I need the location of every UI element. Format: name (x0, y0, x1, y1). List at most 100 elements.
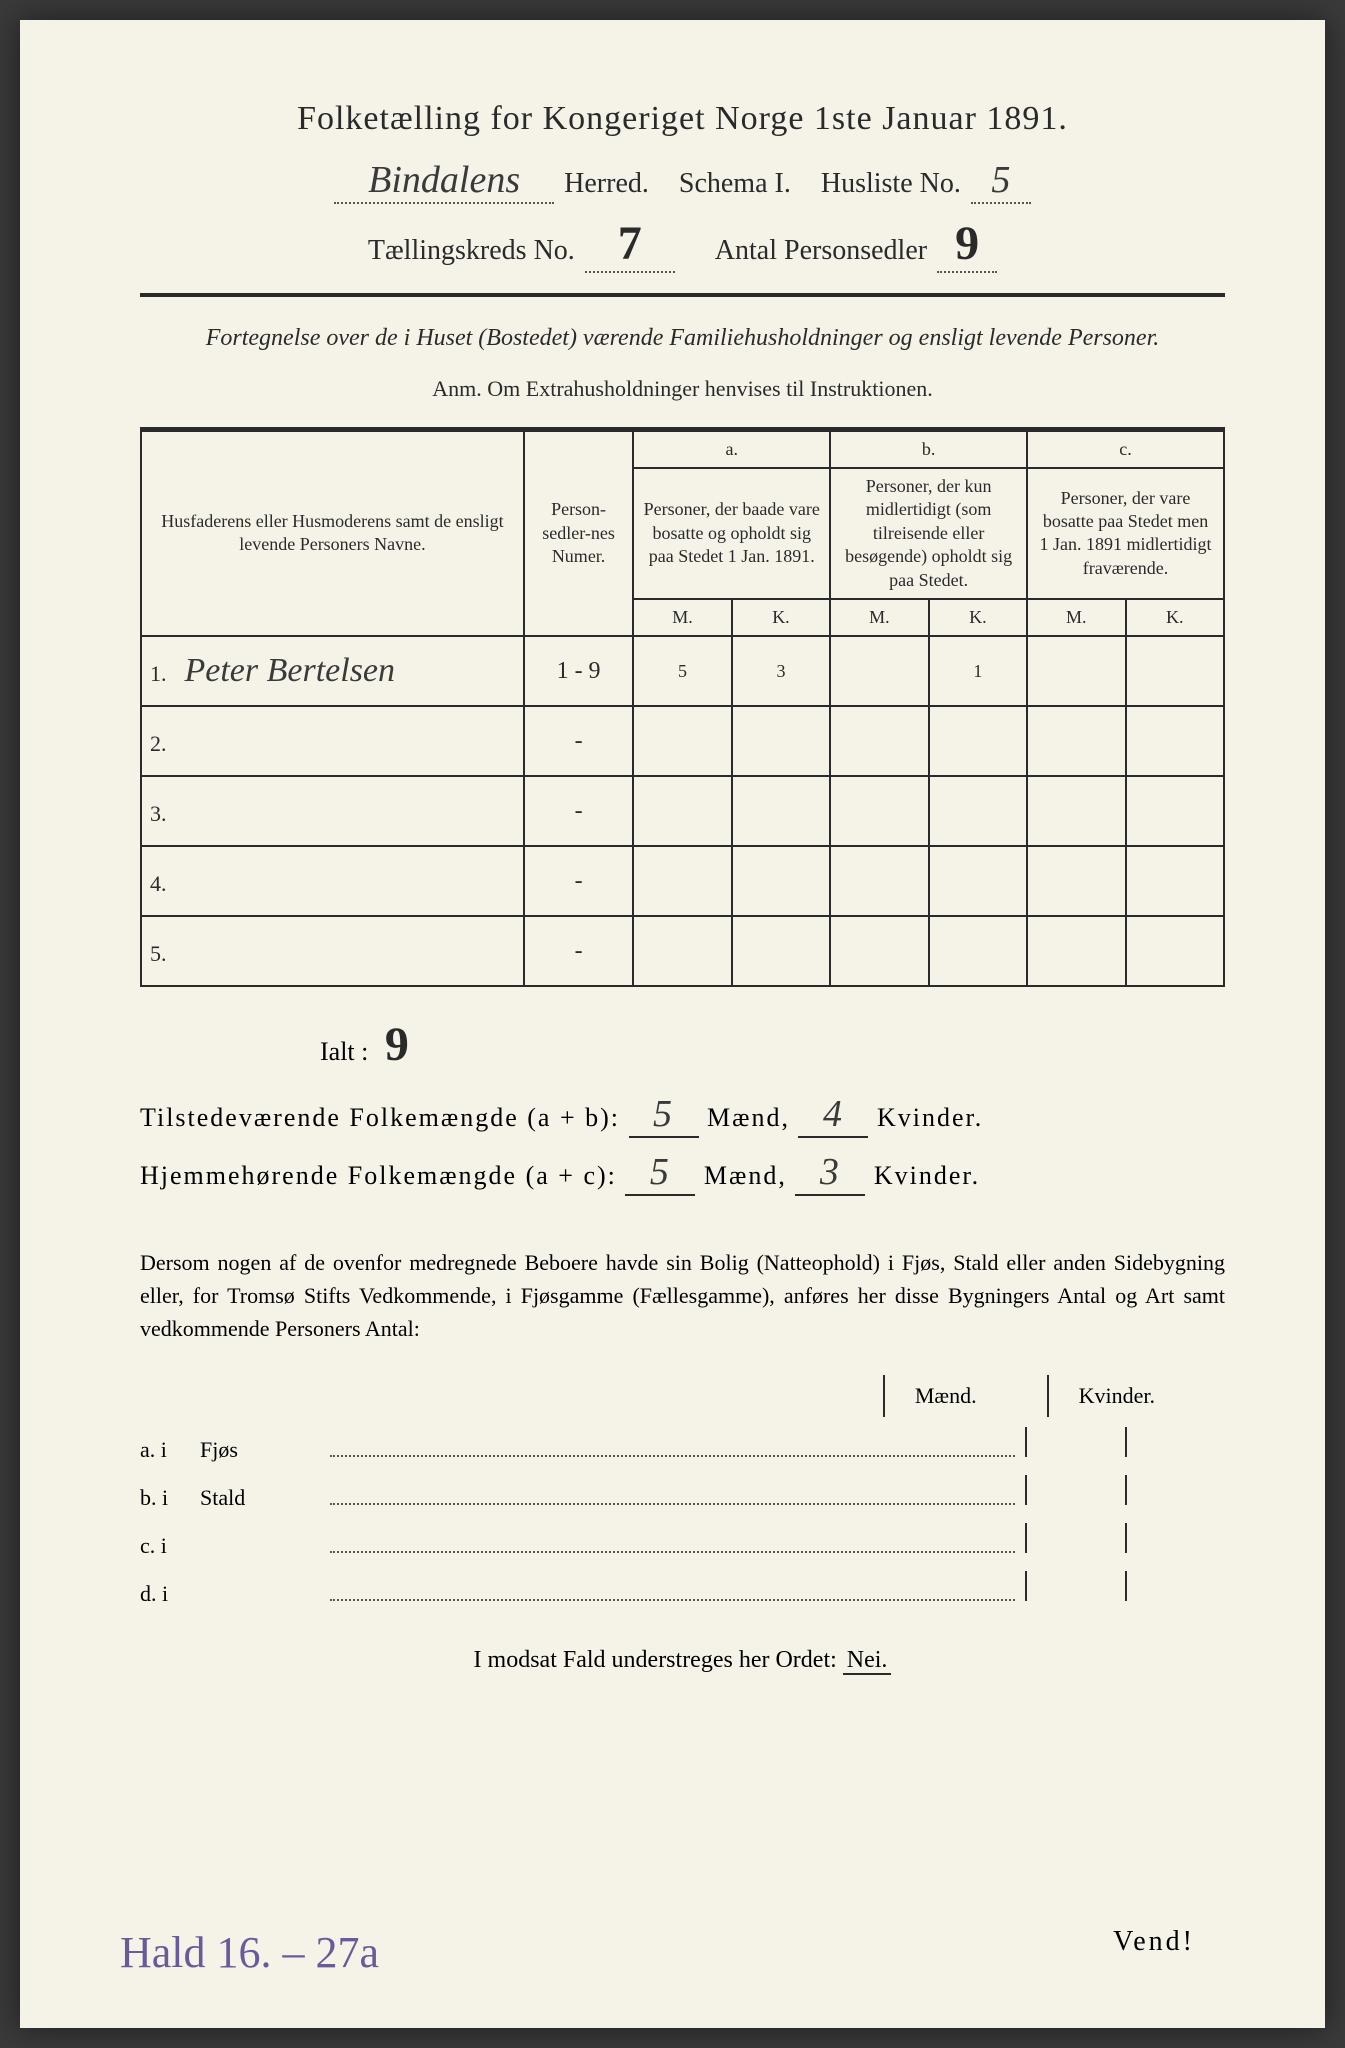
row-bk (929, 776, 1027, 846)
maend-col: Mænd. (883, 1375, 1007, 1417)
row-cm (1027, 636, 1125, 706)
row-ck (1126, 916, 1224, 986)
row-bm (830, 776, 928, 846)
col-b-label: b. (830, 429, 1027, 468)
modsat-line: I modsat Fald understreges her Ordet: Ne… (140, 1647, 1225, 1674)
bm-header: M. (830, 599, 928, 636)
row-ak (732, 916, 830, 986)
ck-header: K. (1126, 599, 1224, 636)
table-row: 5. - (141, 916, 1224, 986)
row-num-cell: - (524, 846, 633, 916)
summary2-m: 5 (625, 1150, 695, 1196)
row-bk (929, 916, 1027, 986)
ialt-label: Ialt : (320, 1037, 368, 1066)
husliste-label: Husliste No. (821, 168, 961, 200)
building-letter: c. i (140, 1533, 200, 1559)
row-ak (732, 846, 830, 916)
kvinder-col: Kvinder. (1047, 1375, 1185, 1417)
table-row: 2. - (141, 706, 1224, 776)
footer-handwriting: Hald 16. – 27a (120, 1927, 379, 1978)
building-m-cell (1025, 1475, 1125, 1505)
building-k-cell (1125, 1571, 1225, 1601)
modsat-text: I modsat Fald understreges her Ordet: (474, 1647, 837, 1673)
maend-label-2: Mænd, (704, 1161, 787, 1190)
row-ck (1126, 706, 1224, 776)
row-cm (1027, 916, 1125, 986)
herred-label: Herred. (564, 168, 649, 200)
row-ak (732, 776, 830, 846)
row-cm (1027, 846, 1125, 916)
row-name-cell: 2. (141, 706, 524, 776)
building-k-cell (1125, 1475, 1225, 1505)
row-num-cell: - (524, 706, 633, 776)
table-row: 4. - (141, 846, 1224, 916)
building-letter: b. i (140, 1485, 200, 1511)
summary1-k: 4 (798, 1092, 868, 1138)
row-am: 5 (633, 636, 731, 706)
row-name-cell: 4. (141, 846, 524, 916)
row-bk (929, 706, 1027, 776)
building-dots (330, 1435, 1015, 1457)
building-k-cell (1125, 1427, 1225, 1457)
bk-header: K. (929, 599, 1027, 636)
ialt-row: Ialt : 9 (320, 1017, 1225, 1072)
row-ak: 3 (732, 636, 830, 706)
col-num-header: Person-sedler-nes Numer. (524, 429, 633, 636)
col-c-desc: Personer, der vare bosatte paa Stedet me… (1027, 468, 1224, 599)
row-bk: 1 (929, 636, 1027, 706)
husliste-value: 5 (971, 158, 1031, 204)
building-name: Fjøs (200, 1437, 320, 1463)
building-m-cell (1025, 1523, 1125, 1553)
col-b-desc: Personer, der kun midlertidigt (som tilr… (830, 468, 1027, 599)
row-bm (830, 636, 928, 706)
row-cm (1027, 776, 1125, 846)
col-c-label: c. (1027, 429, 1224, 468)
building-dots (330, 1483, 1015, 1505)
building-m-cell (1025, 1571, 1125, 1601)
summary1-m: 5 (629, 1092, 699, 1138)
row-ck (1126, 846, 1224, 916)
cm-header: M. (1027, 599, 1125, 636)
row-cm (1027, 706, 1125, 776)
summary1-label: Tilstedeværende Folkemængde (a + b): (140, 1103, 620, 1132)
summary-line-2: Hjemmehørende Folkemængde (a + c): 5 Mæn… (140, 1150, 1225, 1196)
building-paragraph: Dersom nogen af de ovenfor medregnede Be… (140, 1246, 1225, 1345)
row-bk (929, 846, 1027, 916)
building-dots (330, 1579, 1015, 1601)
row-num-cell: 1 - 9 (524, 636, 633, 706)
row-bm (830, 916, 928, 986)
building-row: a. iFjøs (140, 1427, 1225, 1463)
row-num-cell: - (524, 776, 633, 846)
header-row-1: Bindalens Herred. Schema I. Husliste No.… (140, 158, 1225, 204)
herred-value: Bindalens (334, 158, 554, 204)
header-row-2: Tællingskreds No. 7 Antal Personsedler 9 (140, 216, 1225, 273)
vend-label: Vend! (1113, 1926, 1195, 1958)
row-ck (1126, 776, 1224, 846)
building-mk-header: Mænd. Kvinder. (140, 1375, 1225, 1417)
census-form-page: Folketælling for Kongeriget Norge 1ste J… (20, 20, 1325, 2028)
building-dots (330, 1531, 1015, 1553)
building-letter: d. i (140, 1581, 200, 1607)
antal-value: 9 (937, 216, 997, 273)
row-bm (830, 706, 928, 776)
antal-label: Antal Personsedler (715, 235, 927, 267)
row-am (633, 916, 731, 986)
kreds-value: 7 (585, 216, 675, 273)
building-k-cell (1125, 1523, 1225, 1553)
annotation-note: Anm. Om Extrahusholdninger henvises til … (140, 376, 1225, 402)
row-name-cell: 1. Peter Bertelsen (141, 636, 524, 706)
row-am (633, 706, 731, 776)
kreds-label: Tællingskreds No. (368, 235, 575, 267)
kvinder-label: Kvinder. (877, 1103, 983, 1132)
row-ck (1126, 636, 1224, 706)
building-row: b. iStald (140, 1475, 1225, 1511)
row-bm (830, 846, 928, 916)
form-subtitle: Fortegnelse over de i Huset (Bostedet) v… (140, 322, 1225, 356)
building-name: Stald (200, 1485, 320, 1511)
ak-header: K. (732, 599, 830, 636)
col-a-label: a. (633, 429, 830, 468)
summary2-label: Hjemmehørende Folkemængde (a + c): (140, 1161, 617, 1190)
kvinder-label-2: Kvinder. (874, 1161, 980, 1190)
row-num-cell: - (524, 916, 633, 986)
building-m-cell (1025, 1427, 1125, 1457)
